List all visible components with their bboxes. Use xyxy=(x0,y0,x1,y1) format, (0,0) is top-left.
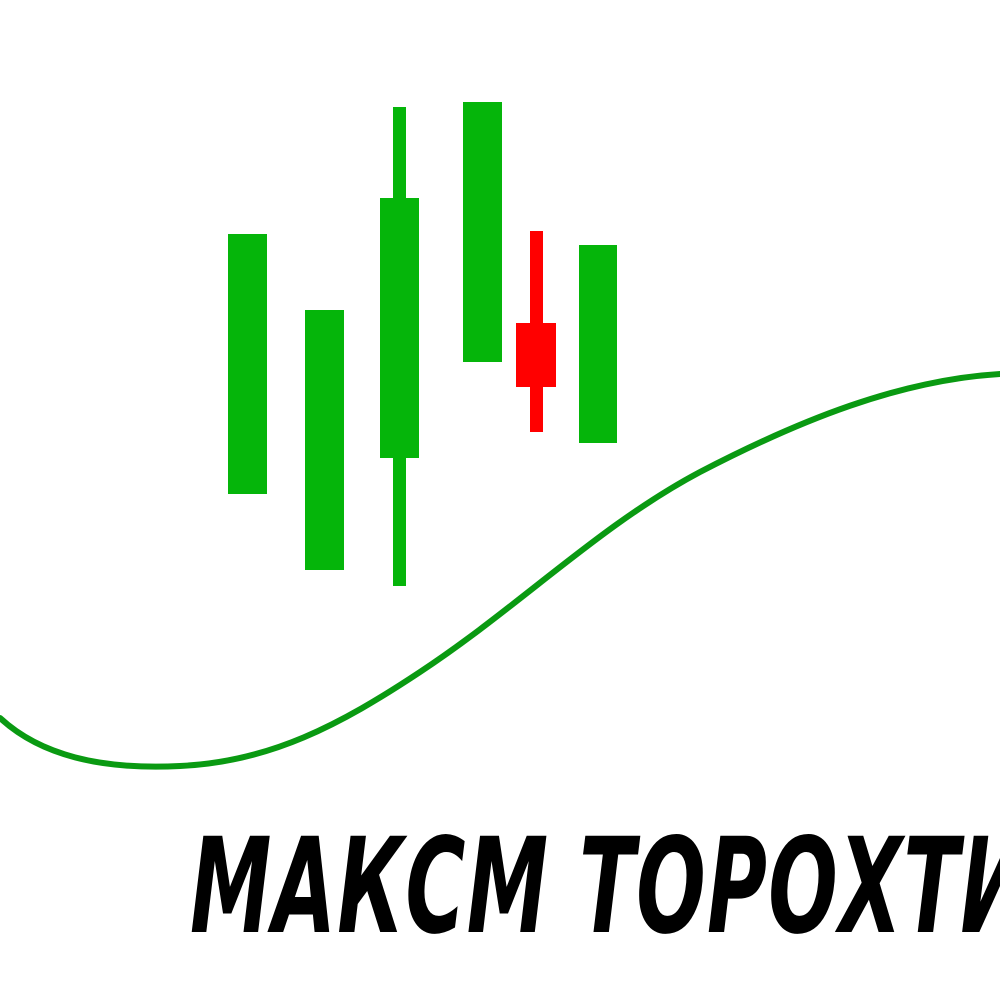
candle-1 xyxy=(228,234,267,494)
candle-5 xyxy=(516,231,556,432)
candle-4-body xyxy=(463,102,502,362)
candle-5-body xyxy=(516,323,556,387)
candle-3 xyxy=(380,107,419,586)
candle-3-body xyxy=(380,198,419,458)
candle-4 xyxy=(463,102,502,362)
candle-6-body xyxy=(579,245,617,443)
trend-line xyxy=(0,371,1000,770)
candle-1-body xyxy=(228,234,267,494)
candle-2 xyxy=(305,310,344,570)
logo-wordmark: МАКСМ ТОРОХТИЙ xyxy=(190,810,1000,964)
candle-6 xyxy=(579,245,617,443)
candle-2-body xyxy=(305,310,344,570)
